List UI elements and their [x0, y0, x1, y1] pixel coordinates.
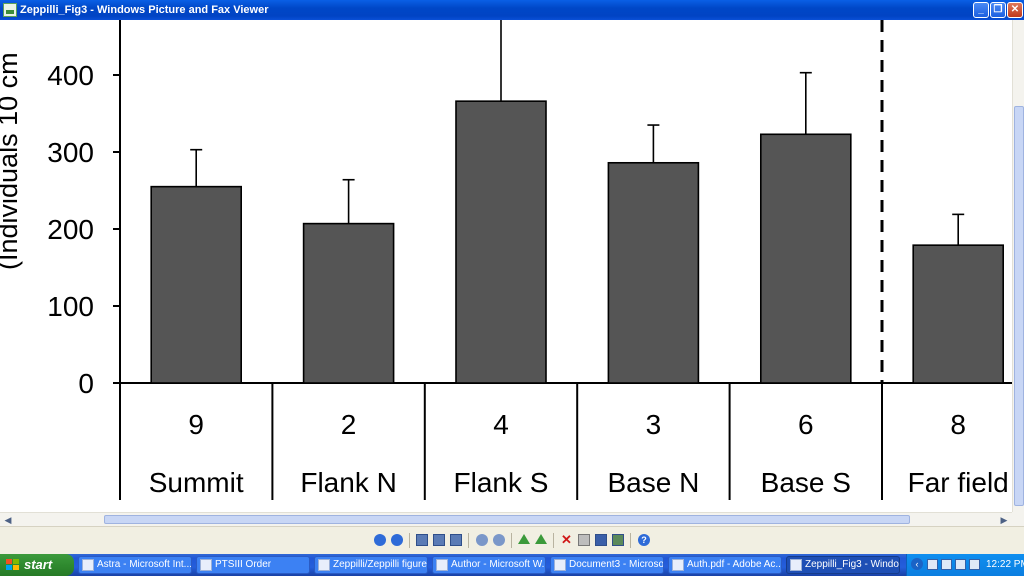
taskbar-button[interactable]: Astra - Microsoft Int...	[78, 556, 192, 574]
vertical-scrollbar[interactable]	[1012, 20, 1024, 512]
zoom-in-icon[interactable]	[476, 534, 488, 546]
scroll-left-arrow-icon[interactable]: ◀	[4, 515, 12, 525]
y-tick-label: 300	[47, 137, 94, 168]
messenger-icon[interactable]	[969, 559, 980, 570]
toolbar-separator	[409, 533, 410, 548]
open-editor-icon[interactable]	[612, 534, 624, 546]
next-image-icon[interactable]	[391, 534, 403, 546]
taskbar-button-label: Author - Microsoft W...	[451, 559, 546, 570]
taskbar-button[interactable]: Zeppilli/Zeppilli figure...	[314, 556, 428, 574]
maximize-button[interactable]: ❐	[990, 2, 1006, 18]
category-label: Far field	[908, 467, 1009, 498]
toolbar-separator	[468, 533, 469, 548]
task-app-icon	[200, 559, 212, 571]
y-axis-label: (Individuals 10 cm	[0, 52, 23, 270]
chart-layer: (Individuals 10 cm 0 100 200 300 400 9 Summit 2 F…	[0, 20, 1012, 500]
toolbar-separator	[553, 533, 554, 548]
sample-count-label: 8	[950, 409, 966, 440]
taskbar-button[interactable]: Auth.pdf - Adobe Ac...	[668, 556, 782, 574]
show-hidden-icons-button[interactable]: ‹	[911, 558, 923, 570]
category-label: Base N	[607, 467, 699, 498]
taskbar-button-label: Zeppilli/Zeppilli figure...	[333, 559, 428, 570]
taskbar-button-label: Auth.pdf - Adobe Ac...	[687, 559, 782, 570]
slideshow-icon[interactable]	[450, 534, 462, 546]
title-bar: Zeppilli_Fig3 - Windows Picture and Fax …	[0, 0, 1024, 20]
picture-viewer-icon	[3, 3, 17, 17]
rotate-counterclockwise-icon[interactable]	[535, 534, 547, 544]
taskbar-button[interactable]: Document3 - Microso...	[550, 556, 664, 574]
task-app-icon	[82, 559, 94, 571]
minimize-button[interactable]: _	[973, 2, 989, 18]
bar	[455, 100, 547, 384]
horizontal-scroll-thumb[interactable]	[104, 515, 910, 524]
save-icon[interactable]	[595, 534, 607, 546]
image-viewport[interactable]: (Individuals 10 cm 0 100 200 300 400 9 Summit 2 F…	[0, 20, 1012, 512]
bar	[607, 161, 700, 384]
close-button[interactable]: ✕	[1007, 2, 1023, 18]
sample-count-label: 9	[188, 409, 204, 440]
bar	[150, 185, 242, 384]
bar	[912, 244, 1005, 384]
toolbar-separator	[511, 533, 512, 548]
taskbar-button-label: Document3 - Microso...	[569, 559, 664, 570]
security-icon[interactable]	[955, 559, 966, 570]
delete-icon[interactable]: ✕	[561, 532, 572, 547]
taskbar-button[interactable]: Zeppilli_Fig3 - Windo...	[786, 556, 900, 574]
print-icon[interactable]	[578, 534, 590, 546]
best-fit-icon[interactable]	[416, 534, 428, 546]
taskbar: start Astra - Microsoft Int... PTSIII Ord…	[0, 554, 1024, 576]
category-label: Flank N	[300, 467, 396, 498]
window-title: Zeppilli_Fig3 - Windows Picture and Fax …	[20, 4, 269, 16]
horizontal-scrollbar[interactable]: ◀ ▶	[0, 512, 1012, 526]
rotate-clockwise-icon[interactable]	[518, 534, 530, 544]
taskbar-button-label: Astra - Microsoft Int...	[97, 559, 192, 570]
y-tick-label: 0	[78, 368, 94, 399]
task-app-icon	[318, 559, 330, 571]
viewer-toolbar: ✕ ?	[0, 526, 1024, 554]
sample-count-label: 2	[341, 409, 357, 440]
bar	[759, 133, 852, 384]
category-label: Summit	[149, 467, 244, 498]
y-tick-label: 100	[47, 291, 94, 322]
size-grip[interactable]	[1012, 512, 1024, 526]
sample-count-label: 4	[493, 409, 509, 440]
clock: 12:22 PM	[986, 559, 1024, 570]
windows-logo-icon	[6, 559, 19, 571]
category-label: Base S	[761, 467, 851, 498]
taskbar-button[interactable]: PTSIII Order	[196, 556, 310, 574]
sample-count-label: 6	[798, 409, 814, 440]
start-label: start	[24, 557, 53, 572]
network-icon[interactable]	[927, 559, 938, 570]
bar	[302, 222, 395, 384]
task-app-icon	[436, 559, 448, 571]
sample-count-label: 3	[646, 409, 662, 440]
y-tick-label: 400	[47, 60, 94, 91]
actual-size-icon[interactable]	[433, 534, 445, 546]
previous-image-icon[interactable]	[374, 534, 386, 546]
zoom-out-icon[interactable]	[493, 534, 505, 546]
taskbar-button-label: Zeppilli_Fig3 - Windo...	[805, 559, 900, 570]
help-icon[interactable]: ?	[638, 534, 650, 546]
start-button[interactable]: start	[0, 554, 74, 576]
task-app-icon	[554, 559, 566, 571]
scroll-right-arrow-icon[interactable]: ▶	[1000, 515, 1008, 525]
toolbar-separator	[630, 533, 631, 548]
bar-chart: (Individuals 10 cm 0 100 200 300 400 9 Summit 2 F…	[0, 20, 1012, 500]
y-tick-label: 200	[47, 214, 94, 245]
task-app-icon	[672, 559, 684, 571]
system-tray: ‹ 12:22 PM	[906, 554, 1024, 576]
task-app-icon	[790, 559, 802, 571]
taskbar-button-label: PTSIII Order	[215, 559, 272, 570]
volume-icon[interactable]	[941, 559, 952, 570]
vertical-scroll-thumb[interactable]	[1014, 106, 1024, 506]
category-label: Flank S	[454, 467, 549, 498]
taskbar-button[interactable]: Author - Microsoft W...	[432, 556, 546, 574]
